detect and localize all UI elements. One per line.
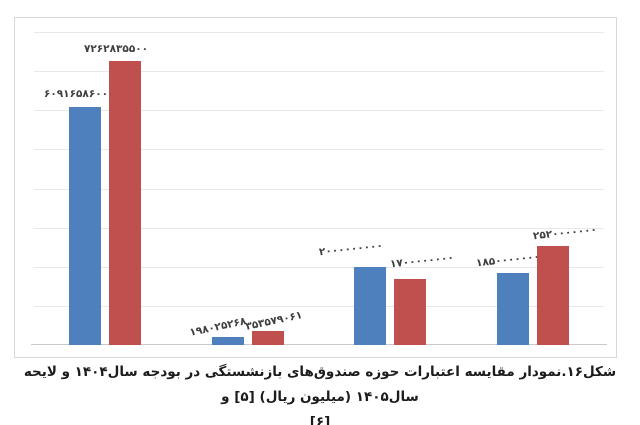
gridline (34, 110, 604, 112)
gridline (34, 305, 604, 307)
red-bar-3 (394, 278, 426, 345)
blue-bar-2 (211, 337, 244, 345)
figure-caption: شکل۱۶.نمودار مقایسه اعتبارات حوزه صندوق‌… (12, 360, 628, 425)
blue-bar-1 (69, 106, 101, 345)
chart-panel: ۶۰۹۱۶۵۸۶۰۰ ۱۹۸۰۲۵۲۶۸ ۲۰۰۰۰۰۰۰۰۰ ۱۸۵۰۰۰۰۰۰۰ ۷… (14, 17, 617, 358)
gridline (34, 149, 604, 151)
blue-bar-label-2: ۱۹۸۰۲۵۲۶۸ (187, 314, 247, 339)
caption-line-2: [۶] (309, 413, 331, 425)
red-bar-label-2: ۳۵۳۵۷۹۰۶۱ (243, 308, 303, 333)
red-bar-4 (536, 246, 569, 345)
red-bar-label-1: ۷۲۶۲۸۳۵۵۰۰ (83, 43, 149, 56)
gridline (34, 32, 604, 33)
gridline (34, 266, 604, 268)
blue-bar-4 (496, 272, 529, 345)
caption-line-1: شکل۱۶.نمودار مقایسه اعتبارات حوزه صندوق‌… (23, 364, 617, 405)
plot-area: ۶۰۹۱۶۵۸۶۰۰ ۱۹۸۰۲۵۲۶۸ ۲۰۰۰۰۰۰۰۰۰ ۱۸۵۰۰۰۰۰۰۰ ۷… (31, 32, 607, 345)
red-bar-2 (251, 331, 284, 345)
blue-bar-label-1: ۶۰۹۱۶۵۸۶۰۰ (43, 88, 109, 101)
red-bar-1 (109, 60, 141, 345)
blue-bar-label-3: ۲۰۰۰۰۰۰۰۰۰ (318, 239, 384, 259)
gridline (34, 71, 604, 73)
gridline (34, 188, 604, 190)
blue-bar-3 (354, 266, 386, 345)
x-axis-line (31, 344, 607, 345)
gridline (34, 227, 604, 229)
